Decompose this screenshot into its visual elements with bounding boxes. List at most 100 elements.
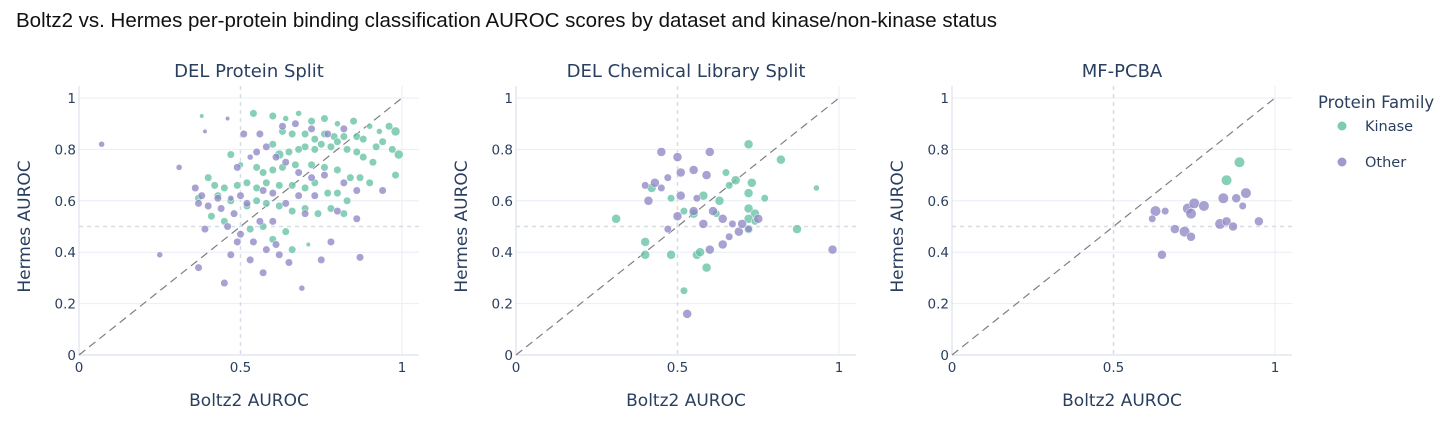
data-point-kinase bbox=[394, 149, 404, 160]
data-point-other bbox=[255, 217, 264, 226]
series-kinase bbox=[611, 139, 820, 295]
data-point-other bbox=[1170, 224, 1180, 234]
diagonal-reference-line bbox=[951, 97, 1276, 356]
series-kinase bbox=[194, 109, 404, 254]
x-tick-label: 0 bbox=[512, 360, 521, 376]
y-tick-label: 0.4 bbox=[492, 245, 513, 261]
data-point-other bbox=[728, 219, 737, 228]
data-point-other bbox=[1228, 221, 1238, 232]
data-point-kinase bbox=[339, 132, 348, 141]
data-point-other bbox=[692, 194, 701, 203]
data-point-kinase bbox=[262, 178, 271, 187]
y-axis-title: Hermes AUROC bbox=[452, 160, 472, 292]
data-point-other bbox=[317, 255, 326, 264]
data-point-other bbox=[378, 186, 387, 195]
diagonal-reference-line bbox=[78, 97, 403, 356]
data-point-other bbox=[294, 168, 303, 177]
data-point-other bbox=[98, 141, 105, 148]
data-point-kinase bbox=[666, 250, 676, 260]
data-point-kinase bbox=[326, 142, 335, 151]
data-point-other bbox=[227, 194, 235, 202]
data-point-kinase bbox=[743, 139, 754, 150]
data-point-other bbox=[233, 163, 242, 172]
data-point-kinase bbox=[352, 147, 361, 156]
data-point-kinase bbox=[333, 165, 342, 174]
y-tick-label: 1 bbox=[67, 91, 76, 107]
data-point-kinase bbox=[359, 135, 368, 144]
data-point-kinase bbox=[334, 120, 341, 127]
data-point-other bbox=[1149, 205, 1161, 217]
data-point-other bbox=[156, 251, 163, 259]
data-point-other bbox=[641, 181, 650, 190]
data-point-other bbox=[698, 219, 709, 229]
data-point-kinase bbox=[288, 207, 297, 216]
data-point-kinase bbox=[310, 145, 319, 154]
data-point-kinase bbox=[813, 184, 820, 192]
data-point-kinase bbox=[317, 140, 326, 149]
data-point-other bbox=[202, 128, 208, 134]
data-point-other bbox=[675, 167, 686, 178]
y-tick-label: 0.2 bbox=[55, 297, 76, 313]
data-point-other bbox=[294, 191, 303, 200]
data-point-kinase bbox=[284, 147, 293, 156]
data-point-kinase bbox=[1233, 156, 1245, 168]
data-point-kinase bbox=[679, 207, 688, 216]
data-point-other bbox=[255, 129, 264, 138]
y-tick-label: 0.4 bbox=[928, 245, 949, 261]
data-point-kinase bbox=[760, 194, 769, 203]
data-point-other bbox=[1221, 216, 1232, 227]
panel-2: 0 0.5 1 0 0.2 0.4 0.6 0.8 1 DEL Chemical Library … bbox=[452, 61, 856, 411]
data-point-other bbox=[197, 191, 206, 200]
data-point-other bbox=[262, 142, 271, 151]
data-point-kinase bbox=[281, 227, 290, 236]
data-point-kinase bbox=[356, 173, 365, 182]
x-tick-label: 0 bbox=[948, 360, 957, 376]
data-point-kinase bbox=[268, 165, 277, 174]
data-point-other bbox=[1240, 187, 1252, 199]
data-point-other bbox=[204, 201, 213, 210]
data-point-other bbox=[672, 152, 683, 162]
data-point-kinase bbox=[391, 171, 400, 180]
data-point-other bbox=[744, 225, 753, 234]
data-point-kinase bbox=[323, 189, 332, 198]
panel-3: 0 0.5 1 0 0.2 0.4 0.6 0.8 1 MF-PCBA Boltz2 AUROC He… bbox=[888, 61, 1292, 411]
data-point-kinase bbox=[320, 163, 329, 172]
y-axis-title: Hermes AUROC bbox=[15, 160, 35, 292]
panel-1: 0 0.5 1 0 0.2 0.4 0.6 0.8 1 DEL Protein Split Bolt… bbox=[15, 61, 419, 411]
y-tick-label: 1 bbox=[940, 91, 949, 107]
data-point-kinase bbox=[679, 286, 688, 295]
data-point-kinase bbox=[365, 178, 374, 187]
y-tick-label: 0.8 bbox=[492, 142, 513, 158]
data-point-other bbox=[1198, 200, 1210, 212]
data-point-other bbox=[226, 250, 235, 259]
panel-title: DEL Protein Split bbox=[174, 61, 324, 82]
data-point-other bbox=[230, 209, 239, 218]
y-tick-label: 0 bbox=[504, 348, 513, 364]
data-point-other bbox=[272, 240, 281, 249]
x-axis-title: Boltz2 AUROC bbox=[1062, 391, 1182, 411]
data-point-other bbox=[1217, 192, 1229, 204]
x-axis-title: Boltz2 AUROC bbox=[626, 391, 746, 411]
data-point-kinase bbox=[390, 126, 401, 137]
data-point-kinase bbox=[268, 111, 277, 120]
data-point-other bbox=[225, 116, 231, 122]
data-point-other bbox=[682, 309, 692, 319]
y-tick-label: 0 bbox=[940, 348, 949, 364]
data-point-kinase bbox=[366, 123, 373, 130]
data-point-kinase bbox=[210, 181, 219, 190]
data-point-kinase bbox=[333, 189, 342, 198]
data-point-kinase bbox=[301, 183, 310, 192]
y-tick-label: 0.2 bbox=[492, 297, 513, 313]
data-point-kinase bbox=[220, 183, 229, 192]
data-point-kinase bbox=[385, 122, 394, 131]
data-point-kinase bbox=[640, 237, 650, 247]
data-point-other bbox=[1157, 250, 1167, 260]
data-point-kinase bbox=[305, 241, 311, 247]
y-tick-label: 0.2 bbox=[928, 297, 949, 313]
data-point-kinase bbox=[204, 173, 213, 182]
data-point-kinase bbox=[359, 153, 368, 162]
data-point-kinase bbox=[346, 173, 355, 182]
data-point-other bbox=[223, 222, 232, 231]
data-point-other bbox=[246, 153, 254, 161]
